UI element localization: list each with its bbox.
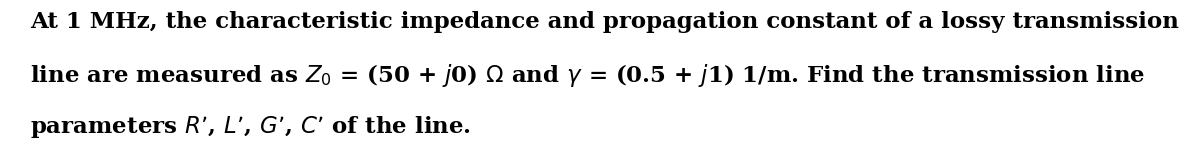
Text: At 1 MHz, the characteristic impedance and propagation constant of a lossy trans: At 1 MHz, the characteristic impedance a… — [30, 11, 1178, 33]
Text: line are measured as $Z_0$ = (50 + $j$0) $\Omega$ and $\gamma$ = (0.5 + $j$1) 1/: line are measured as $Z_0$ = (50 + $j$0)… — [30, 62, 1145, 89]
Text: parameters $R$’, $L$’, $G$’, $C$’ of the line.: parameters $R$’, $L$’, $G$’, $C$’ of the… — [30, 114, 472, 140]
